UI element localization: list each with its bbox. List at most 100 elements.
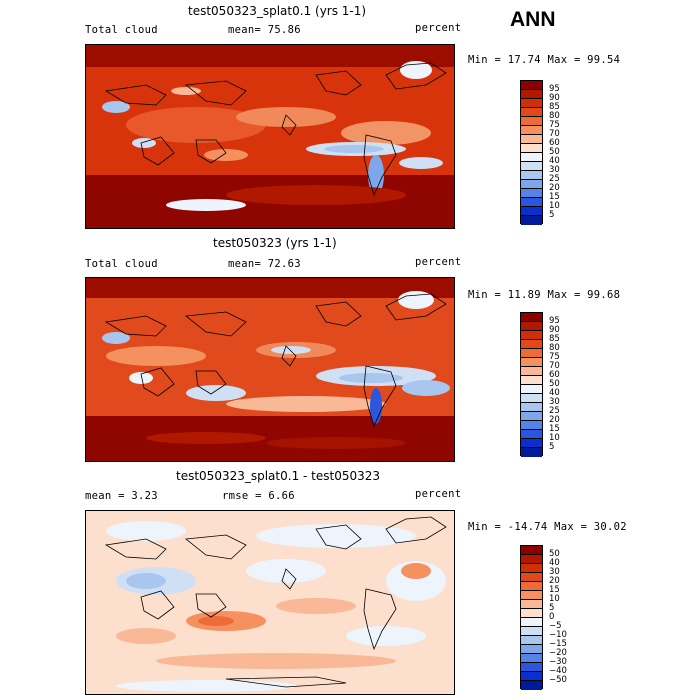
colorbar-swatch [521,609,542,618]
colorbar-tick-label: 20 [549,575,560,586]
colorbar-swatch [521,412,542,421]
colorbar-tick-label: 85 [549,101,560,112]
colorbar-swatch [521,135,542,144]
panel-1-units: percent [415,22,462,34]
colorbar-swatch [521,385,542,394]
colorbar-tick-label: 85 [549,333,560,344]
colorbar-swatch [521,582,542,591]
panel-3-map [85,510,455,695]
colorbar-swatch [521,180,542,189]
panel-2-variable-label: Total cloud [85,258,158,270]
colorbar-tick-label: 25 [549,173,560,184]
colorbar-swatch [521,636,542,645]
colorbar-swatch [521,358,542,367]
colorbar-tick-label: −5 [549,620,562,631]
colorbar-swatch [521,340,542,349]
colorbar-tick-label: 25 [549,405,560,416]
colorbar-tick-label: 80 [549,342,560,353]
colorbar-tick-label: 20 [549,414,560,425]
colorbar-swatch [521,207,542,216]
panel-2-mean: mean= 72.63 [228,258,301,270]
colorbar-swatch [521,99,542,108]
colorbar-tick-label: 60 [549,137,560,148]
colorbar-tick-label: 80 [549,110,560,121]
colorbar-swatch [521,331,542,340]
panel-1-colorbar [520,80,543,225]
colorbar-swatch [521,573,542,582]
colorbar-swatch [521,171,542,180]
colorbar-swatch [521,600,542,609]
colorbar-swatch [521,117,542,126]
colorbar-tick-label: 75 [549,119,560,130]
colorbar-swatch [521,394,542,403]
panel-3-colorbar [520,545,543,690]
colorbar-swatch [521,403,542,412]
colorbar-swatch [521,430,542,439]
colorbar-tick-label: 10 [549,200,560,211]
colorbar-tick-label: 15 [549,191,560,202]
panel-3-units: percent [415,488,462,500]
colorbar-tick-label: −30 [549,656,567,667]
panel-1-minmax: Min = 17.74 Max = 99.54 [468,54,621,66]
colorbar-tick-label: 40 [549,557,560,568]
panel-2-minmax: Min = 11.89 Max = 99.68 [468,289,621,301]
colorbar-tick-label: 5 [549,441,555,452]
colorbar-swatch [521,126,542,135]
colorbar-tick-label: 95 [549,83,560,94]
colorbar-tick-label: 20 [549,182,560,193]
colorbar-swatch [521,189,542,198]
colorbar-swatch [521,153,542,162]
colorbar-tick-label: −15 [549,638,567,649]
season-label: ANN [510,8,556,31]
panel-2-title: test050323 (yrs 1-1) [213,236,337,250]
colorbar-tick-label: 30 [549,396,560,407]
colorbar-tick-label: 70 [549,360,560,371]
panel-3-rmse: rmse = 6.66 [222,490,295,502]
colorbar-tick-label: 50 [549,548,560,559]
colorbar-swatch [521,663,542,672]
colorbar-swatch [521,198,542,207]
colorbar-swatch [521,108,542,117]
panel-1-mean: mean= 75.86 [228,24,301,36]
colorbar-tick-label: 5 [549,209,555,220]
colorbar-tick-label: −50 [549,674,567,685]
colorbar-tick-label: 75 [549,351,560,362]
colorbar-tick-label: 60 [549,369,560,380]
colorbar-swatch [521,439,542,448]
colorbar-swatch [521,654,542,663]
colorbar-swatch [521,216,542,225]
panel-3-title: test050323_splat0.1 - test050323 [176,469,381,483]
panel-2-map [85,277,455,462]
colorbar-tick-label: 30 [549,164,560,175]
colorbar-tick-label: 40 [549,155,560,166]
colorbar-swatch [521,144,542,153]
colorbar-tick-label: 90 [549,324,560,335]
colorbar-tick-label: 95 [549,315,560,326]
colorbar-swatch [521,421,542,430]
colorbar-swatch [521,645,542,654]
colorbar-tick-label: −40 [549,665,567,676]
colorbar-tick-label: 30 [549,566,560,577]
colorbar-tick-label: 90 [549,92,560,103]
colorbar-swatch [521,376,542,385]
colorbar-swatch [521,546,542,555]
colorbar-swatch [521,81,542,90]
colorbar-swatch [521,349,542,358]
colorbar-tick-label: 40 [549,387,560,398]
panel-2-units: percent [415,256,462,268]
panel-3-minmax: Min = -14.74 Max = 30.02 [468,521,627,533]
colorbar-tick-label: 10 [549,432,560,443]
colorbar-tick-label: 50 [549,378,560,389]
colorbar-swatch [521,555,542,564]
colorbar-tick-label: 0 [549,611,555,622]
colorbar-tick-label: 10 [549,593,560,604]
panel-3-mean: mean = 3.23 [85,490,158,502]
panel-2-colorbar [520,312,543,457]
colorbar-swatch [521,672,542,681]
colorbar-swatch [521,618,542,627]
colorbar-tick-label: −20 [549,647,567,658]
colorbar-tick-label: −10 [549,629,567,640]
panel-1-map [85,44,455,229]
colorbar-swatch [521,367,542,376]
colorbar-swatch [521,627,542,636]
